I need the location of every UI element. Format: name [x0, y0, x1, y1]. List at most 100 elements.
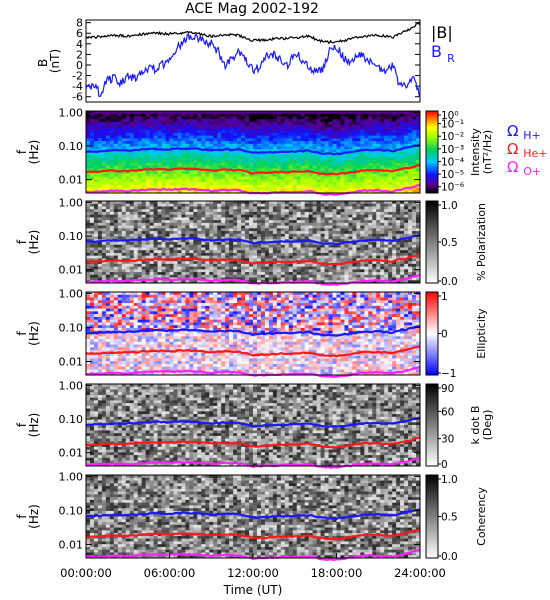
b-field-ylabel-main: B	[36, 59, 50, 67]
omega-he-line	[85, 164, 421, 176]
omega-he-sub: He+	[523, 147, 547, 160]
b-field-y-tick-label: 0	[76, 59, 83, 72]
colorbar-tick-label: 30	[441, 434, 454, 446]
spectral-plot-frame	[85, 200, 421, 284]
freq-axis-label-unit: (Hz)	[27, 504, 41, 529]
spectral-plot-frame	[85, 291, 421, 376]
omega-he-legend: Ω He+	[507, 140, 548, 160]
b-field-y-tick-label: 8	[76, 17, 83, 30]
omega-o-sub: O+	[523, 165, 541, 178]
freq-tick-label: 1.00	[59, 379, 84, 392]
colorbar-tick-label: 0.0	[441, 551, 458, 563]
freq-axis-label-unit: (Hz)	[27, 321, 41, 346]
freq-axis-label-main: f	[15, 331, 29, 336]
b-field-y-tick-label: -2	[72, 70, 83, 83]
omega-he-line	[85, 528, 421, 541]
spectrogram-cells	[86, 384, 421, 467]
colorbar-tick-label: 1.0	[441, 200, 458, 212]
spectral-panel: 1.00 0.10 0.01 f(Hz) 1 0 −1 Ellipticity	[15, 287, 488, 380]
colorbar-tick-label: 10⁰	[441, 110, 459, 122]
freq-tick-label: 0.10	[59, 321, 84, 334]
spectral-panel: 1.00 0.10 0.01 f(Hz) 1.0 0.5 0.0 % Polarization	[15, 196, 488, 288]
b-radial-legend-main: B	[431, 42, 442, 61]
colorbar	[425, 110, 439, 194]
omega-h-line	[85, 233, 421, 246]
colorbar-tick-label: 10⁻¹	[441, 119, 464, 131]
colorbar-label: Ellipticity	[475, 308, 488, 359]
freq-tick-label: 1.00	[59, 470, 84, 483]
freq-tick-label: 0.10	[59, 504, 84, 517]
colorbar-tick-label: −1	[441, 368, 456, 380]
spectral-panel: 1.00 0.10 0.01 f(Hz) 10⁰10⁻¹10⁻²10⁻³10⁻⁴10⁻⁵…	[15, 106, 494, 196]
omega-h-legend: Ω H+	[507, 122, 541, 142]
omega-h-sub: H+	[523, 129, 541, 142]
colorbar-label-main: Intensity	[469, 128, 482, 176]
freq-tick-label: 0.01	[59, 447, 84, 460]
omega-he-line	[85, 345, 421, 358]
spectral-panel: 1.00 0.10 0.01 f(Hz) 90 60 30 0 k dot B(Deg)	[15, 379, 494, 471]
colorbar-tick-label: 0.5	[441, 512, 458, 524]
b-radial-legend: B R	[431, 42, 455, 65]
colorbar	[425, 474, 439, 559]
freq-axis-label-main: f	[15, 149, 29, 154]
freq-axis-label: f(Hz)	[15, 321, 41, 346]
colorbar-tick-label: 0	[441, 329, 448, 341]
spectral-panel: 1.00 0.10 0.01 f(Hz) 1.0 0.5 0.0 Coherency	[15, 470, 488, 563]
figure-title: ACE Mag 2002-192	[185, 1, 319, 17]
omega-h-line	[85, 143, 421, 156]
b-field-ylabel: B (nT)	[36, 49, 62, 73]
colorbar-tick-label: 10⁻³	[441, 144, 464, 156]
b-field-ylabel-unit: (nT)	[48, 49, 62, 73]
colorbar-tick-label: 0	[441, 459, 448, 471]
time-axis-label: Time (UT)	[223, 583, 283, 597]
omega-he-line	[85, 253, 421, 266]
colorbar	[425, 383, 439, 467]
colorbar	[425, 291, 439, 376]
colorbar-tick-label: 1.0	[441, 474, 458, 486]
b-field-y-tick-label: -6	[72, 91, 83, 104]
freq-tick-label: 1.00	[59, 287, 84, 300]
freq-axis-label: f(Hz)	[15, 140, 41, 165]
freq-axis-label-unit: (Hz)	[27, 140, 41, 165]
freq-tick-label: 1.00	[59, 196, 84, 209]
freq-axis-label-unit: (Hz)	[27, 230, 41, 255]
spectral-panels: 1.000.100.01f(Hz)10⁰10⁻¹10⁻²10⁻³10⁻⁴10⁻⁵…	[15, 106, 494, 563]
b-field-y-tick-label: -4	[72, 80, 83, 93]
omega-he-symbol: Ω	[507, 140, 518, 158]
colorbar-label: k dot B(Deg)	[469, 406, 494, 445]
time-tick-label: 12:00:00	[227, 566, 279, 580]
freq-tick-label: 1.00	[59, 106, 84, 119]
colorbar-tick-label: 0.0	[441, 276, 458, 288]
colorbar-label-main: k dot B	[469, 406, 482, 445]
freq-tick-label: 0.01	[59, 264, 84, 277]
colorbar-tick-label: 90	[441, 383, 454, 395]
time-tick-label: 06:00:00	[144, 566, 196, 580]
freq-tick-label: 0.01	[59, 174, 84, 187]
freq-axis-label-main: f	[15, 514, 29, 519]
colorbar-tick-label: 10⁻²	[441, 131, 464, 143]
colorbar	[425, 200, 439, 284]
colorbar-label: % Polarization	[475, 203, 488, 281]
omega-he-line	[85, 436, 421, 449]
b-field-y-tick-label: 2	[76, 48, 83, 61]
freq-tick-label: 0.10	[59, 140, 84, 153]
freq-axis-label: f(Hz)	[15, 413, 41, 438]
colorbar-tick-label: 10⁻⁵	[441, 169, 464, 181]
colorbar-label: Coherency	[475, 487, 488, 546]
b-field-plot-frame	[85, 19, 421, 103]
time-tick-label: 24:00:00	[394, 566, 446, 580]
omega-h-symbol: Ω	[507, 122, 518, 140]
colorbar-tick-label: 60	[441, 406, 454, 418]
omega-h-line	[85, 508, 421, 520]
colorbar-label-unit: (nT²/Hz)	[481, 130, 494, 174]
colorbar-label-unit: (Deg)	[481, 410, 494, 441]
colorbar-tick-label: 10⁻⁶	[441, 182, 464, 194]
b-total-series-line	[85, 21, 421, 44]
colorbar-tick-label: 10⁻⁴	[441, 156, 464, 168]
freq-tick-label: 0.10	[59, 230, 84, 243]
b-radial-legend-sub: R	[447, 52, 455, 65]
b-field-y-tick-label: 6	[76, 27, 83, 40]
